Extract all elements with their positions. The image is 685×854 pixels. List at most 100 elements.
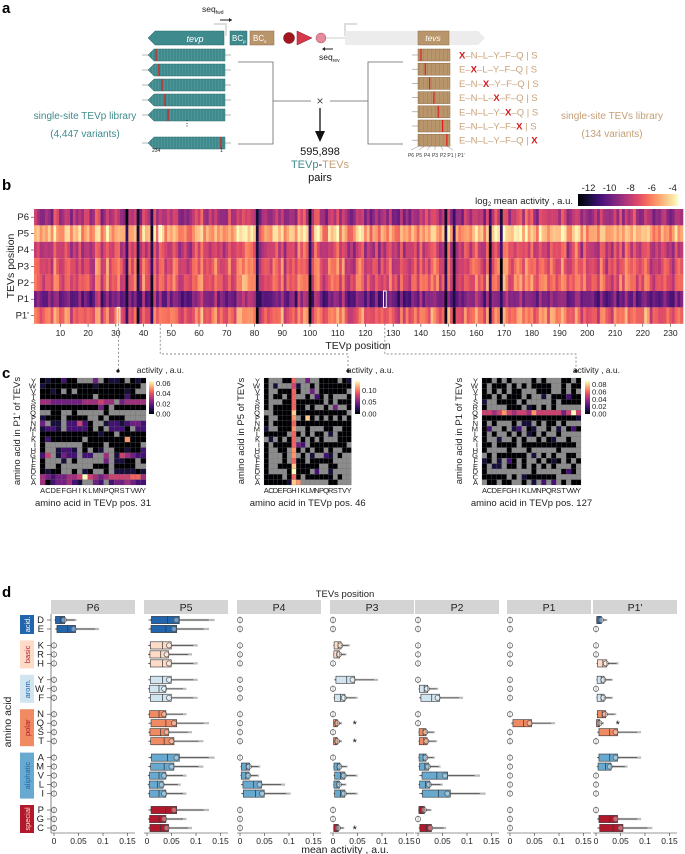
- heatmap-cell: [135, 383, 141, 389]
- heatmap-cell: [389, 291, 393, 308]
- mean-point: [161, 685, 168, 692]
- heatmap-cell: [291, 399, 297, 405]
- heatmap-cell: [82, 458, 88, 464]
- heatmap-cell: [474, 307, 479, 324]
- heatmap-cell: [300, 377, 306, 384]
- heatmap-cell: [461, 241, 465, 259]
- heatmap-cell: [77, 415, 83, 421]
- heatmap-cell: [255, 291, 259, 308]
- heatmap-cell: [536, 258, 540, 275]
- heatmap-cell: [516, 452, 522, 459]
- heatmap-cell: [203, 241, 207, 259]
- heatmap-cell: [546, 393, 552, 400]
- heatmap-cell: [575, 399, 582, 405]
- heatmap-cell: [441, 258, 445, 275]
- heatmap-cell: [124, 468, 131, 475]
- heatmap-cell: [70, 209, 74, 226]
- heatmap-cell: [501, 426, 507, 432]
- heatmap-cell: [98, 399, 104, 405]
- heatmap-cell: [488, 291, 492, 308]
- x-tick-label: 140: [414, 328, 428, 338]
- heatmap-cell: [366, 307, 370, 324]
- heatmap-cell: [624, 258, 628, 275]
- heatmap-cell: [521, 377, 527, 384]
- heatmap-cell: [314, 479, 320, 486]
- heatmap-cell: [305, 474, 311, 480]
- heatmap-cell: [77, 442, 83, 448]
- mean-point: [51, 711, 57, 718]
- heatmap-cell: [236, 274, 240, 291]
- heatmap-cell: [536, 431, 542, 437]
- heatmap-cell: [610, 258, 614, 275]
- heatmap-cell: [328, 426, 334, 432]
- heatmap-cell: [219, 258, 223, 275]
- heatmap-cell: [561, 377, 567, 384]
- recombination-site-triangle-icon: [296, 30, 313, 46]
- heatmap-cell: [680, 274, 684, 291]
- heatmap-cell: [36, 291, 40, 308]
- heatmap-cell: [61, 410, 67, 416]
- heatmap-cell: [66, 442, 72, 448]
- heatmap-cell: [530, 209, 534, 226]
- heatmap-cell: [169, 274, 173, 291]
- y-tick-label: Y: [31, 376, 36, 385]
- heatmap-cell: [666, 209, 670, 226]
- highlight-box[interactable]: [158, 224, 163, 243]
- heatmap-cell: [400, 274, 404, 291]
- heatmap-cell: [186, 291, 190, 308]
- heatmap-cell: [225, 291, 229, 308]
- heatmap-cell: [71, 426, 78, 432]
- heatmap-cell: [283, 274, 287, 291]
- heatmap-cell: [380, 209, 384, 226]
- residue-label: K: [38, 640, 45, 651]
- heatmap-cell: [531, 468, 537, 475]
- heatmap-cell: [39, 383, 46, 389]
- heatmap-cell: [197, 274, 201, 291]
- heatmap-cell: [646, 291, 651, 308]
- heatmap-cell: [200, 241, 204, 259]
- heatmap-cell: [147, 241, 151, 259]
- heatmap-cell: [663, 225, 667, 242]
- heatmap-cell: [574, 258, 578, 275]
- heatmap-cell: [438, 307, 442, 324]
- heatmap-cell: [430, 225, 434, 242]
- heatmap-cell: [571, 393, 577, 400]
- heatmap-cell: [419, 291, 423, 308]
- heatmap-cell: [463, 225, 467, 242]
- heatmap-cell: [494, 291, 498, 308]
- heatmap-cell: [350, 258, 354, 275]
- tevs-site-box: [417, 30, 450, 46]
- heatmap-cell: [323, 410, 329, 416]
- heatmap-cell: [277, 415, 283, 421]
- heatmap-cell: [250, 274, 254, 291]
- group-label-box: [20, 674, 34, 703]
- heatmap-cell: [658, 209, 662, 226]
- heatmap-cell: [217, 307, 221, 324]
- heatmap-cell: [452, 274, 456, 291]
- heatmap-cell: [300, 209, 304, 226]
- heatmap-cell: [546, 415, 552, 421]
- highlight-box[interactable]: [383, 290, 387, 308]
- heatmap-cell: [78, 241, 82, 259]
- heatmap-cell: [92, 431, 99, 437]
- mean-point: [601, 711, 608, 718]
- heatmap-cell: [217, 258, 221, 275]
- heatmap-cell: [346, 474, 352, 480]
- heatmap-cell: [486, 307, 490, 324]
- heatmap-cell: [111, 274, 115, 291]
- mean-point: [166, 694, 172, 701]
- y-axis-title: TEVs position: [5, 233, 17, 298]
- heatmap-cell: [39, 447, 46, 453]
- heatmap-cell: [450, 225, 454, 242]
- heatmap-cell: [328, 388, 334, 395]
- heatmap-cell: [506, 383, 512, 389]
- x-tick-label: 0: [145, 836, 150, 846]
- heatmap-cell: [450, 258, 454, 275]
- heatmap-cell: [108, 209, 112, 226]
- heatmap-cell: [308, 258, 312, 275]
- mean-point: [423, 738, 430, 745]
- heatmap-cell: [71, 383, 78, 389]
- heatmap-cell: [499, 291, 504, 308]
- heatmap-cell: [508, 241, 512, 259]
- heatmap-cell: [273, 447, 278, 453]
